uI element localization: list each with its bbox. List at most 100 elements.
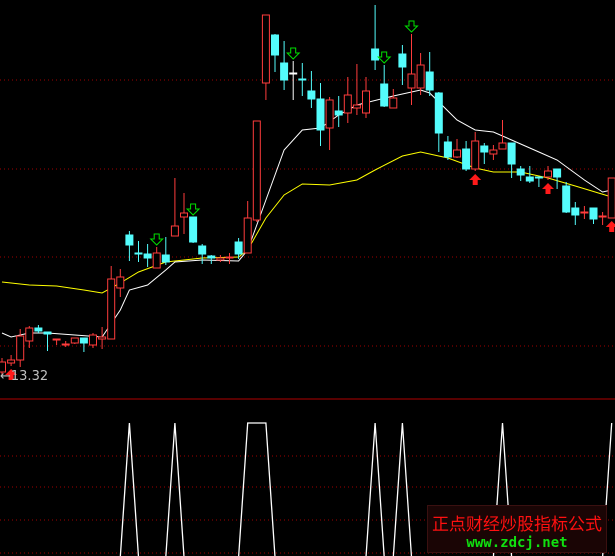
candle xyxy=(107,266,116,340)
candle-body xyxy=(43,331,52,335)
candle-body xyxy=(380,83,389,107)
watermark-logo: 正点财经炒股指标公式 www.zdcj.net xyxy=(427,505,607,553)
candle xyxy=(89,333,97,348)
candle xyxy=(544,166,552,180)
candle-body xyxy=(198,245,207,255)
candle-body xyxy=(580,211,589,214)
candle xyxy=(580,206,589,219)
candle-body xyxy=(334,110,343,116)
candle-body xyxy=(0,361,6,373)
candle xyxy=(79,337,88,352)
candle xyxy=(125,231,134,261)
candle-body xyxy=(398,53,407,68)
candle xyxy=(152,247,161,269)
candle xyxy=(380,65,389,107)
candle-body xyxy=(562,185,571,213)
sell-arrow-icon xyxy=(376,51,392,64)
candle xyxy=(407,34,416,105)
candle xyxy=(434,92,443,152)
candle-body xyxy=(61,343,70,346)
candle-body xyxy=(589,207,598,220)
candle xyxy=(525,166,534,183)
candle xyxy=(416,53,425,95)
candle-body xyxy=(252,120,261,221)
candle xyxy=(498,120,507,150)
candle xyxy=(298,63,307,96)
candle-body xyxy=(352,104,361,109)
candle-body xyxy=(170,225,179,237)
candle-body xyxy=(25,327,34,342)
candle-body xyxy=(107,278,116,340)
candle xyxy=(7,355,16,366)
candle xyxy=(371,5,380,70)
candle-body xyxy=(534,176,543,179)
candle-body xyxy=(416,64,425,89)
candle-body xyxy=(79,337,88,344)
candle xyxy=(252,120,261,222)
candle xyxy=(261,14,270,100)
candle-body xyxy=(298,78,307,81)
candle xyxy=(553,168,562,189)
candle xyxy=(352,64,361,115)
candle-body xyxy=(52,338,61,341)
candle-body xyxy=(498,142,507,150)
candle-body xyxy=(407,73,416,89)
candle xyxy=(134,241,143,262)
candle xyxy=(471,132,480,171)
candle xyxy=(143,244,152,267)
candle xyxy=(25,326,34,348)
candle-body xyxy=(480,145,489,153)
candle-body xyxy=(243,217,252,254)
candle xyxy=(43,331,52,351)
candle-body xyxy=(553,168,562,178)
candle xyxy=(198,244,207,264)
candle-body xyxy=(425,71,434,91)
candle xyxy=(489,145,498,160)
candle xyxy=(516,166,525,181)
candle xyxy=(362,77,370,118)
candle-body xyxy=(125,234,134,246)
buy-arrow-icon xyxy=(5,369,18,380)
candle xyxy=(98,327,107,349)
watermark-url: www.zdcj.net xyxy=(466,535,568,551)
candle-body xyxy=(343,94,352,114)
candle-body xyxy=(607,177,615,219)
candle-body xyxy=(225,256,234,259)
candle-body xyxy=(271,34,279,56)
candle-body xyxy=(207,255,216,259)
candle-body xyxy=(525,176,534,182)
candle xyxy=(180,193,188,234)
candle-body xyxy=(116,276,125,289)
candle-body xyxy=(516,168,525,176)
candle-body xyxy=(316,98,325,131)
candle xyxy=(589,207,598,224)
candle xyxy=(225,253,234,264)
candle-body xyxy=(434,92,443,134)
candle-body xyxy=(161,254,170,263)
candle-body xyxy=(462,148,471,170)
candle-body xyxy=(453,149,461,158)
candle-body xyxy=(134,252,143,255)
candle xyxy=(534,176,543,187)
candle-body xyxy=(70,337,79,344)
ma-slow-line xyxy=(1,151,612,294)
candle xyxy=(398,45,407,85)
candle xyxy=(443,136,452,160)
candle-body xyxy=(280,62,289,81)
candle xyxy=(170,178,179,237)
candle xyxy=(207,255,216,264)
candle-body xyxy=(489,149,498,155)
buy-arrow-icon xyxy=(469,174,482,185)
candle-body xyxy=(571,207,580,216)
candle xyxy=(598,212,607,225)
candle xyxy=(16,329,25,367)
candle xyxy=(462,141,471,171)
lowest-price-label: ←13.32 xyxy=(0,369,49,384)
candle xyxy=(216,255,225,262)
sell-arrow-icon xyxy=(285,47,301,60)
candle-body xyxy=(307,90,316,100)
sell-arrow-icon xyxy=(185,203,201,216)
candle xyxy=(280,41,289,90)
watermark-title: 正点财经炒股指标公式 xyxy=(432,515,602,535)
